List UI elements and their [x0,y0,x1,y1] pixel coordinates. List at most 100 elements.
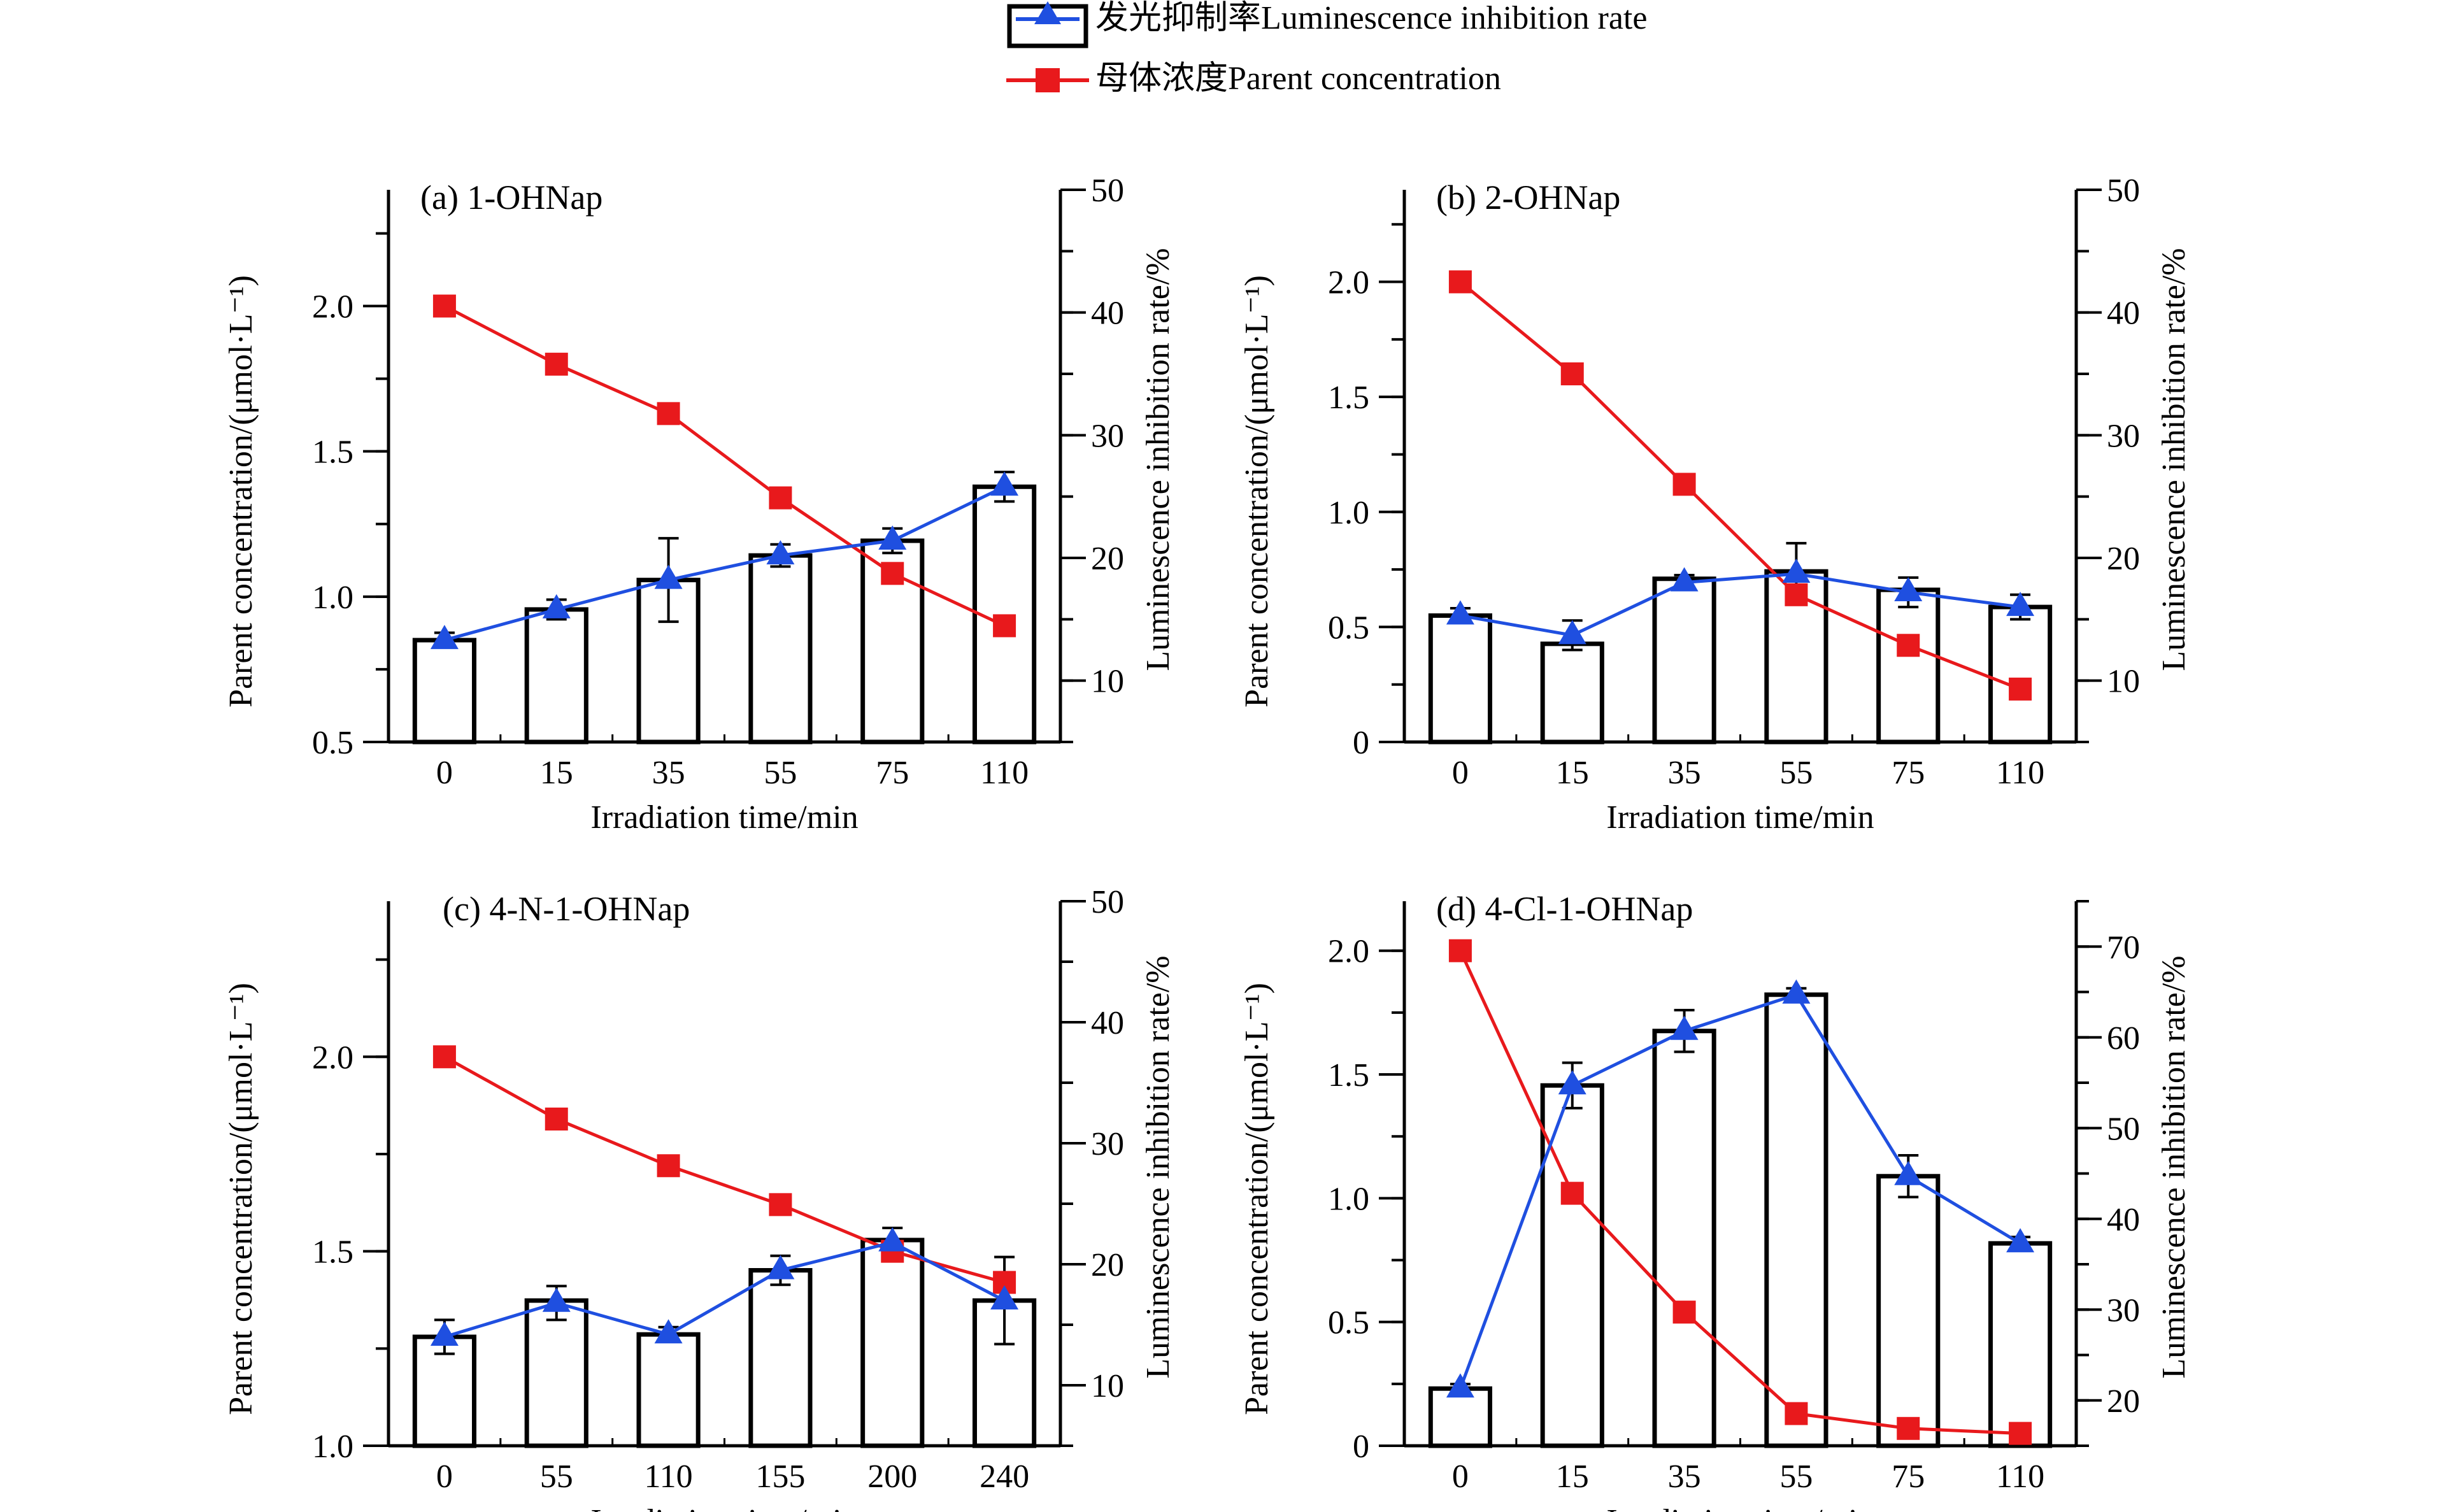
luminescence-bar [1764,569,1828,745]
parent-concentration-point [1897,634,1920,657]
right-tick-label: 40 [1091,1005,1124,1041]
luminescence-point [1894,1160,1923,1185]
luminescence-point [542,594,571,618]
right-axis-label: Luminescence inhibition rate/% [1140,248,1176,671]
luminescence-bar [1540,641,1604,745]
x-tick-label: 35 [652,755,685,791]
right-axis-label: Luminescence inhibition rate/% [2156,248,2192,671]
right-tick-label: 50 [1091,884,1124,920]
x-axis-label: Irradiation time/min [1606,799,1874,836]
x-tick-label: 55 [1779,1459,1813,1495]
luminescence-bar [524,607,588,745]
luminescence-bar [748,1268,813,1448]
right-tick-label: 50 [2107,1111,2140,1147]
x-tick-label: 200 [867,1459,917,1495]
parent-concentration-point [2009,677,2032,701]
parent-concentration-point [1785,583,1808,606]
left-axis-label: Parent concentration/(μmol·L⁻¹) [223,983,259,1415]
right-tick-label: 20 [2107,541,2140,577]
legend-square-marker [1036,68,1060,92]
luminescence-point [654,564,683,589]
luminescence-bar [1764,992,1828,1448]
luminescence-point [430,1322,459,1346]
luminescence-point [990,1285,1019,1309]
left-tick-label: 0 [1353,725,1369,761]
right-tick-label: 30 [1091,418,1124,454]
right-tick-label: 40 [2107,296,2140,332]
luminescence-point [1782,979,1811,1004]
luminescence-bar [1428,1386,1493,1448]
luminescence-bar [860,1237,925,1448]
luminescence-bar [1988,604,2053,745]
x-tick-label: 0 [436,1459,453,1495]
luminescence-bar [748,553,813,745]
parent-concentration-point [545,1108,568,1130]
right-tick-label: 30 [2107,418,2140,454]
parent-concentration-point [432,294,456,318]
parent-concentration-line [443,1055,1005,1284]
x-axis-label: Irradiation time/min [1606,1503,1874,1512]
luminescence-line [444,485,1006,642]
right-tick-label: 70 [2107,929,2140,966]
legend-luminescence-label: 发光抑制率Luminescence inhibition rate [1095,0,1647,36]
x-tick-label: 15 [1556,755,1589,791]
left-tick-label: 2.0 [1328,265,1369,301]
parent-concentration-point [881,562,904,585]
parent-concentration-point [1785,1402,1808,1425]
right-tick-label: 40 [2107,1202,2140,1238]
chart-panel-b: 0 0.5 1.0 1.5 2.0 10 20 30 40 50 0 15 35 55 75 110 (b) 2… [1239,173,2192,836]
panel-title: (a) 1-OHNap [420,178,602,217]
parent-concentration-point [1448,270,1472,294]
parent-concentration-point [1448,939,1472,962]
parent-concentration-point [432,1045,456,1069]
parent-concentration-line [1458,950,2021,1436]
parent-concentration-point [769,1193,792,1216]
luminescence-point [878,525,907,550]
left-axis-label: Parent concentration/(μmol·L⁻¹) [223,275,259,708]
left-tick-label: 1.5 [312,1234,353,1271]
x-axis-label: Irradiation time/min [590,799,858,836]
luminescence-point [1446,1373,1474,1398]
left-tick-label: 1.5 [1328,380,1369,416]
x-tick-label: 75 [1892,755,1925,791]
parent-concentration-point [657,1154,680,1178]
left-axis-label: Parent concentration/(μmol·L⁻¹) [1239,275,1275,708]
parent-concentration-point [545,352,568,376]
right-tick-label: 10 [1091,1368,1124,1404]
x-tick-label: 35 [1668,1459,1701,1495]
luminescence-point [1670,1015,1699,1040]
parent-concentration-point [1672,1301,1696,1324]
right-tick-label: 20 [2107,1383,2140,1420]
left-tick-label: 2.0 [1328,934,1369,970]
left-tick-label: 2.0 [312,289,353,325]
x-tick-label: 15 [1556,1459,1589,1495]
luminescence-point [542,1287,571,1312]
luminescence-point [2006,592,2035,617]
luminescence-bar [1876,587,1941,745]
right-tick-label: 30 [2107,1292,2140,1329]
luminescence-point [878,1227,907,1252]
right-tick-label: 10 [1091,664,1124,700]
luminescence-point [654,1319,683,1344]
luminescence-line [444,1241,1006,1339]
luminescence-bar [1428,613,1493,745]
left-tick-label: 0.5 [1328,1305,1369,1341]
right-axis-label: Luminescence inhibition rate/% [1140,955,1176,1378]
left-tick-label: 1.0 [1328,495,1369,531]
luminescence-bar [524,1298,588,1448]
x-tick-label: 0 [436,755,453,791]
x-tick-label: 75 [876,755,909,791]
luminescence-bar [412,638,477,745]
parent-concentration-point [1897,1416,1920,1440]
right-axis-label: Luminescence inhibition rate/% [2156,955,2192,1378]
left-tick-label: 1.0 [312,580,353,616]
right-tick-label: 40 [1091,296,1124,332]
x-tick-label: 15 [540,755,573,791]
left-tick-label: 1.5 [1328,1057,1369,1094]
x-tick-label: 240 [980,1459,1029,1495]
luminescence-point [1670,567,1699,592]
right-tick-label: 10 [2107,664,2140,700]
right-tick-label: 50 [2107,173,2140,209]
luminescence-point [1894,576,1923,601]
